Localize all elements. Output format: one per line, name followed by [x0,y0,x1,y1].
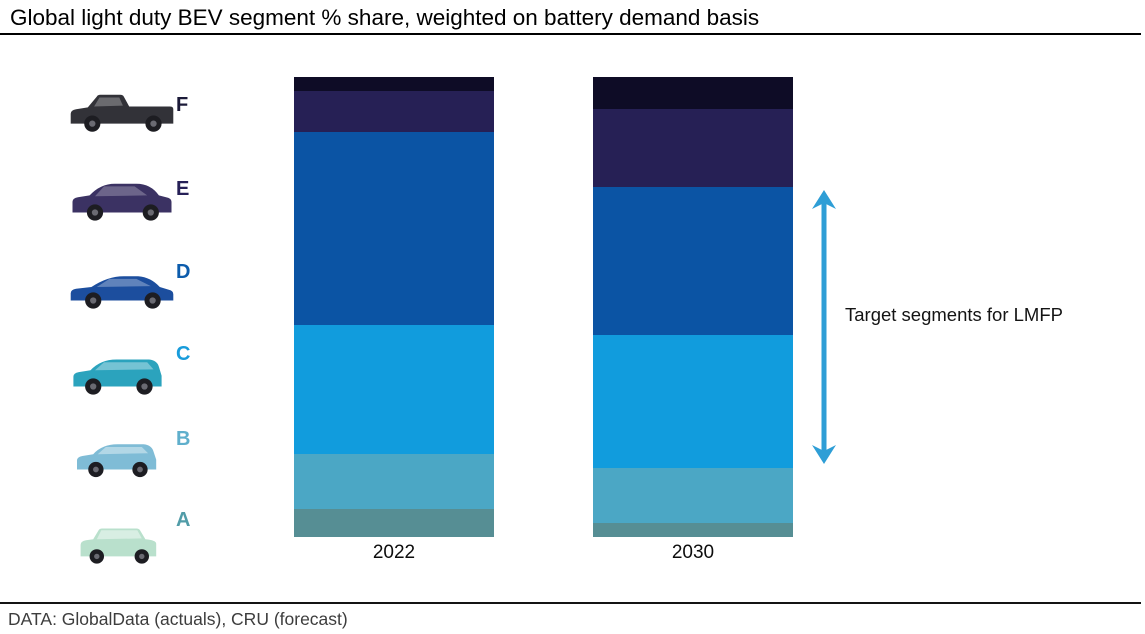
hatchback-icon [73,359,162,395]
bar-segment-a [593,523,793,537]
segment-row-e [68,170,176,228]
bar-segment-f [593,77,793,110]
segment-row-c [68,344,176,402]
segment-letter-c: C [176,343,191,365]
sedan-icon [70,276,174,309]
x-axis-label-2022: 2022 [372,542,416,563]
bar-segment-a [294,509,494,537]
segment-letter-f: F [176,94,189,116]
stacked-bar-2030 [593,77,793,537]
bar-segment-e [593,109,793,188]
suv-icon [72,183,172,221]
target-range-arrow [812,190,836,464]
bar-segment-f [294,77,494,91]
bar-segment-e [294,90,494,133]
pickup-truck-icon [70,94,174,132]
title-underline [0,33,1141,35]
stacked-bar-2022 [294,77,494,537]
bar-segment-c [294,325,494,455]
bar-segment-c [593,334,793,468]
annotation-label: Target segments for LMFP [845,304,1063,325]
mini-car-icon [80,528,157,564]
segment-letter-b: B [176,428,191,450]
segment-letter-e: E [176,178,190,200]
bar-segment-b [294,454,494,510]
segment-row-a [68,513,176,571]
x-axis-label-2030: 2030 [671,542,715,563]
segment-row-d [68,258,176,316]
segment-row-f [68,82,176,140]
chart-title: Global light duty BEV segment % share, w… [10,5,760,30]
footer-divider [0,602,1141,604]
data-source-text: DATA: GlobalData (actuals), CRU (forecas… [8,609,348,629]
bar-segment-d [593,187,793,335]
segment-letter-d: D [176,261,191,283]
segment-row-b [68,427,176,485]
segment-letter-a: A [176,509,191,531]
bar-segment-d [294,132,494,326]
bar-segment-b [593,467,793,524]
compact-car-icon [77,444,157,478]
